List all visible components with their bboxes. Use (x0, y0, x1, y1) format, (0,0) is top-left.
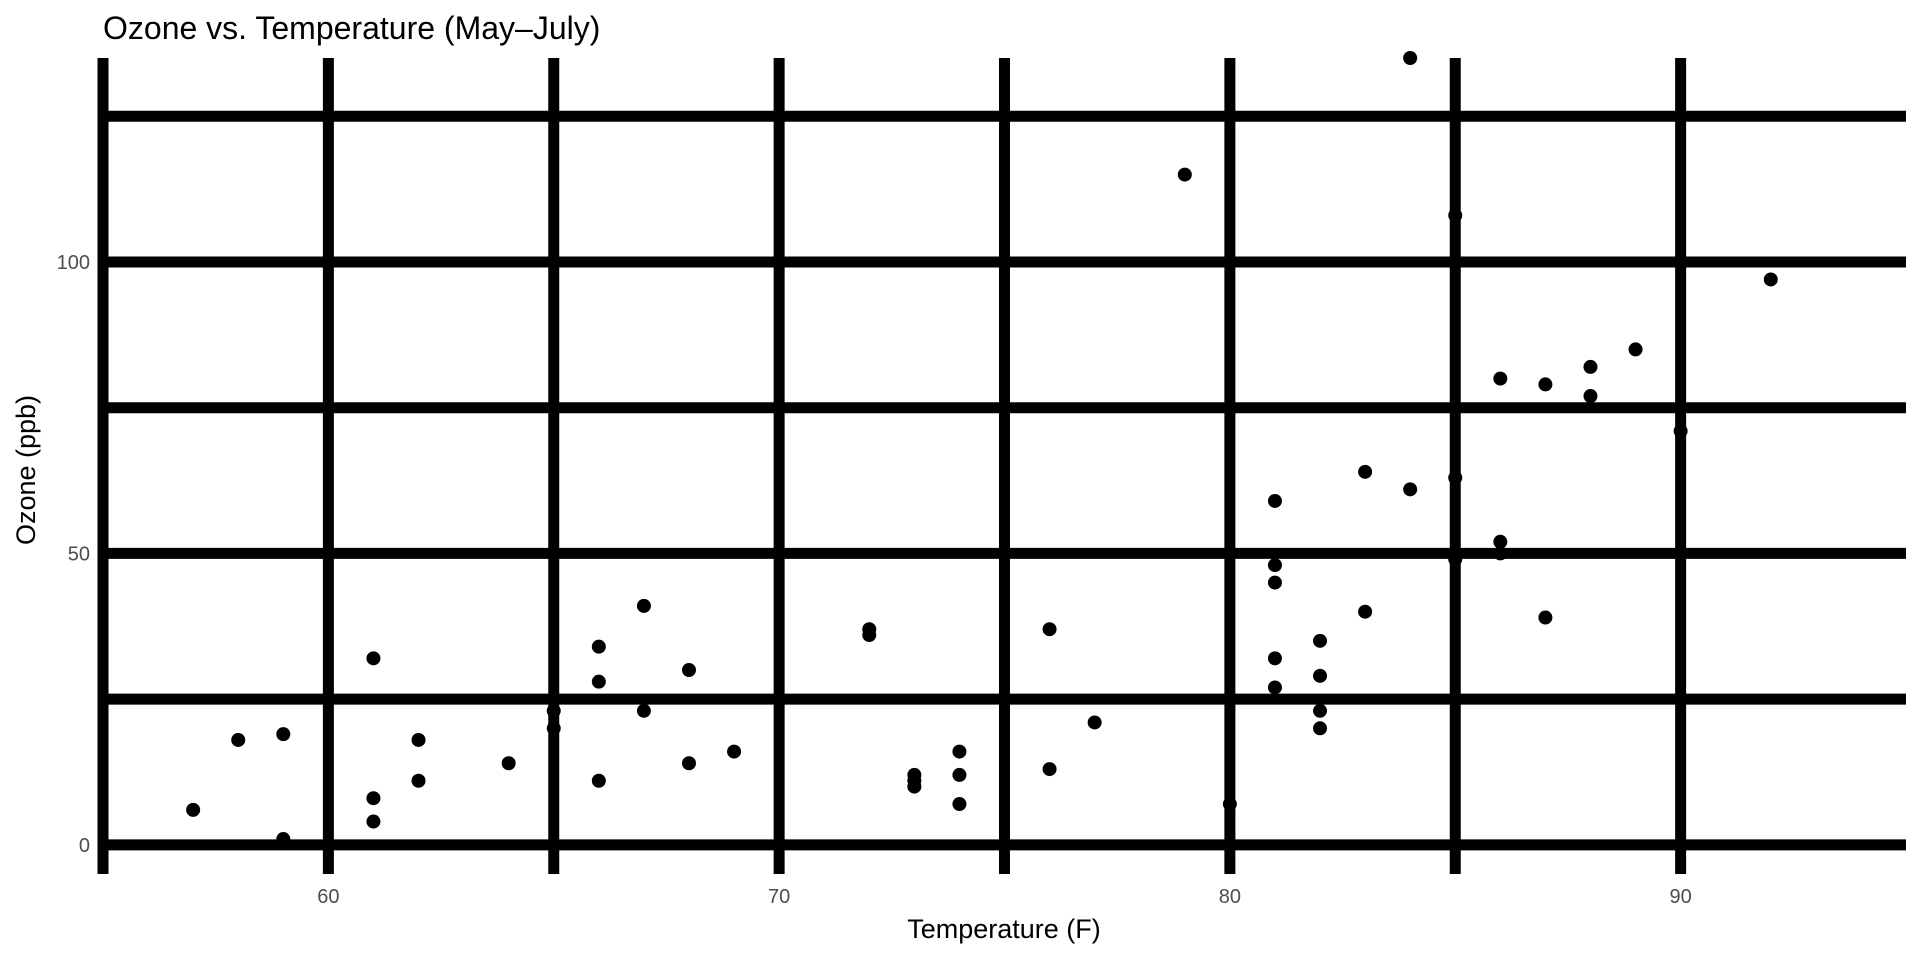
y-tick-label: 100 (57, 252, 90, 274)
data-point (1538, 377, 1553, 392)
data-point (1313, 721, 1328, 736)
data-point (546, 721, 561, 736)
data-point (366, 791, 381, 806)
data-point (1628, 342, 1643, 357)
data-point (1493, 371, 1508, 386)
data-point (1448, 552, 1463, 567)
y-tick-label: 50 (68, 543, 90, 565)
data-point (411, 732, 426, 747)
data-points (186, 51, 1778, 847)
data-point (501, 756, 516, 771)
data-point (1267, 575, 1282, 590)
data-point (681, 756, 696, 771)
data-point (591, 639, 606, 654)
data-point (366, 814, 381, 829)
data-point (591, 773, 606, 788)
data-point (546, 703, 561, 718)
data-point (1448, 470, 1463, 485)
y-axis-ticks: 0 50 100 (57, 252, 90, 857)
data-point (231, 732, 246, 747)
data-point (1403, 51, 1418, 65)
data-point (1222, 797, 1237, 812)
data-point (681, 663, 696, 677)
data-point (1583, 359, 1598, 374)
data-point (1042, 762, 1057, 777)
data-point (1313, 633, 1328, 648)
x-tick-label: 80 (1219, 886, 1241, 908)
data-point (366, 651, 381, 666)
data-point (1267, 680, 1282, 695)
data-point (862, 628, 877, 643)
data-point (1313, 668, 1328, 683)
data-point (186, 802, 201, 817)
data-point (411, 773, 426, 788)
data-point (1267, 651, 1282, 666)
x-tick-label: 90 (1670, 886, 1692, 908)
data-point (276, 832, 291, 847)
data-point (1493, 534, 1508, 549)
data-point (907, 779, 922, 794)
gridlines (97, 58, 1906, 874)
data-point (591, 674, 606, 689)
data-point (1358, 464, 1373, 479)
data-point (1087, 715, 1102, 730)
y-tick-label: 0 (79, 835, 90, 857)
data-point (1763, 272, 1778, 287)
data-point (1493, 546, 1508, 561)
data-point (727, 744, 742, 759)
data-point (1583, 389, 1598, 404)
data-point (1177, 167, 1192, 182)
data-point (1042, 622, 1057, 637)
x-axis-title: Temperature (F) (907, 914, 1101, 944)
data-point (1267, 558, 1282, 573)
data-point (1267, 493, 1282, 508)
data-point (1403, 482, 1418, 497)
x-tick-label: 70 (768, 886, 790, 908)
data-point (1313, 703, 1328, 718)
data-point (952, 744, 967, 759)
x-axis-ticks: 60 70 80 90 (317, 886, 1692, 908)
data-point (952, 767, 967, 782)
data-point (1673, 424, 1688, 439)
data-point (1448, 208, 1463, 223)
data-point (952, 797, 967, 812)
y-axis-title: Ozone (ppb) (11, 395, 41, 545)
data-point (1538, 610, 1553, 625)
data-point (1358, 604, 1373, 619)
data-point (636, 703, 651, 718)
chart-title: Ozone vs. Temperature (May–July) (103, 10, 600, 46)
x-tick-label: 60 (317, 886, 339, 908)
data-point (276, 727, 291, 742)
data-point (636, 598, 651, 613)
